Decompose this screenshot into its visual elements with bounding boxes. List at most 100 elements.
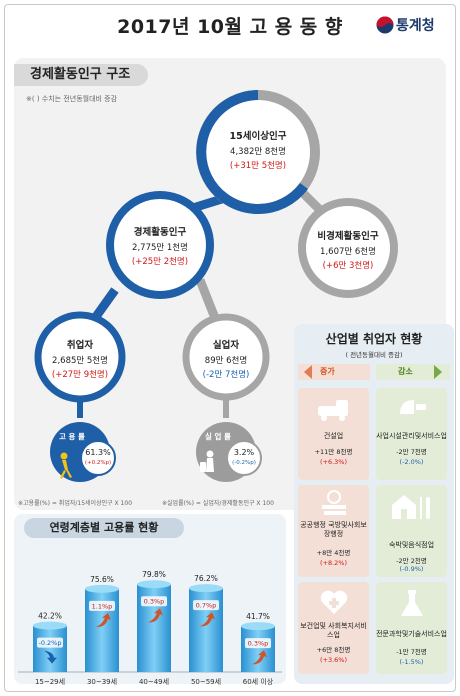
- connector-active-employed: [91, 287, 119, 321]
- change-badge: [89, 600, 115, 611]
- change-badge: [245, 638, 271, 649]
- industry-change: (+8.2%): [319, 559, 348, 567]
- inactive-change: (+6만 3천명): [322, 261, 374, 271]
- inactive-node: [298, 198, 398, 298]
- flask-icon: [401, 590, 423, 616]
- employed-value: 2,685만 5천명: [52, 356, 108, 366]
- bar-top: [241, 622, 275, 631]
- age-bar-chart: 42.2% 15~29세 -0.2%p 75.6% 30~39세 1.1%p 79.8% 40…: [18, 570, 282, 686]
- walking-worker-icon: [60, 452, 72, 479]
- structure-diagram: [34, 90, 398, 482]
- change-label: -0.2%p: [39, 639, 62, 647]
- change-label: 0.3%p: [248, 640, 269, 648]
- decrease-label: 감소: [398, 367, 413, 376]
- chart-title: 연령계층별 고용률 현황: [24, 518, 184, 538]
- industry-name: 전문과학및기술서비스업: [376, 630, 447, 638]
- industry-name: 보건업및 사회복지서비스업: [300, 622, 367, 639]
- increase-decrease-header: [298, 364, 450, 380]
- bar-value-label: 76.2%: [194, 574, 218, 583]
- unemployment-rate-formula: ※실업률(%) = 실업자/경제활동인구 X 100: [162, 500, 274, 507]
- active-value: 2,775만 1천명: [132, 243, 188, 253]
- documents-icon: [322, 490, 346, 515]
- trend-up-arrow-icon: [96, 612, 111, 627]
- bar-top: [85, 584, 119, 593]
- unemployment-rate-bubble: [226, 440, 262, 476]
- bar-value-label: 42.2%: [38, 612, 62, 621]
- change-label: 1.1%p: [92, 602, 113, 610]
- cleaning-icon: [400, 400, 426, 414]
- unemployed-title: 실업자: [212, 340, 240, 351]
- industry-name: 숙박및음식점업: [388, 541, 435, 549]
- bar-value-label: 79.8%: [142, 570, 166, 579]
- industry-change: (-0.9%): [399, 565, 424, 573]
- construction-icon: [318, 400, 348, 421]
- industry-cell-accommodation: 숙박및음식점업 -2만 2천명 (-0.9%): [376, 485, 447, 577]
- industry-value: +6만 8천명: [316, 646, 351, 654]
- house-cutlery-icon: [392, 495, 430, 519]
- trend-down-arrow-icon: [44, 650, 57, 664]
- bar-value-label: 41.7%: [246, 612, 270, 621]
- industry-cell-facility: 사업시설관리및서비스업 -2만 7천명 (-2.0%): [376, 388, 447, 480]
- bar-top: [189, 584, 223, 593]
- change-badge: [193, 600, 219, 611]
- unemployment-rate-change: (-0.2%p): [232, 460, 256, 466]
- active-title: 경제활동인구: [133, 227, 187, 238]
- industry-change: (-1.5%): [399, 658, 424, 666]
- employed-node: [34, 311, 126, 403]
- inactive-title: 비경제활동인구: [317, 231, 379, 242]
- active-node: [106, 191, 214, 299]
- employment-rate-formula: ※고용률(%) = 취업자/15세이상인구 X 100: [18, 500, 133, 507]
- industry-name: 사업시설관리및서비스업: [376, 432, 447, 440]
- industry-value: +8만 4천명: [316, 549, 351, 557]
- inactive-value: 1,607만 6천명: [320, 247, 376, 257]
- unemployed-change: (-2만 7천명): [202, 370, 250, 380]
- industry-cell-public-admin: 공공행정 국방및사회보장행정 +8만 4천명 (+8.2%): [298, 485, 369, 577]
- inactive-node-text: 비경제활동인구 1,607만 6천명 (+6만 3천명): [298, 228, 398, 271]
- page-title: 2017년 10월 고 용 동 향: [117, 16, 343, 38]
- industry-cell-health: 보건업및 사회복지서비스업 +6만 8천명 (+3.6%): [298, 582, 369, 674]
- employment-rate-value: 61.3%: [85, 448, 111, 457]
- category-label: 60세 이상: [243, 677, 274, 686]
- unemployed-value: 89만 6천명: [204, 356, 248, 366]
- employed-change: (+27만 9천명): [51, 370, 109, 380]
- bar: [33, 625, 67, 672]
- trend-up-arrow-icon: [148, 608, 163, 623]
- industry-value: -2만 2천명: [396, 557, 427, 565]
- bar-top: [137, 580, 171, 589]
- industry-value: -1만 7천명: [396, 648, 427, 656]
- trend-up-arrow-icon: [252, 650, 267, 665]
- industry-change: (+3.6%): [319, 656, 348, 664]
- statistics-korea-logo-icon: [376, 16, 394, 34]
- health-icon: [320, 590, 348, 614]
- structure-banner: 경제활동인구 구조: [14, 64, 149, 86]
- employment-rate-label: 고 용 률: [59, 432, 85, 441]
- bar-top: [33, 621, 67, 630]
- employment-rate-bubble: [80, 440, 116, 476]
- increase-arrow-icon: [304, 365, 312, 379]
- industry-cell-construction: 건설업 +11만 8천명 (+6.3%): [298, 388, 369, 480]
- increase-header-bg: [298, 364, 370, 380]
- employed-node-text: 취업자 2,685만 5천명 (+27만 9천명): [34, 337, 126, 380]
- active-node-text: 경제활동인구 2,775만 1천명 (+25만 2천명): [105, 224, 215, 267]
- decrease-arrow-icon: [434, 365, 442, 379]
- change-label: 0.3%p: [144, 598, 165, 606]
- industry-cell-science: 전문과학및기술서비스업 -1만 7천명 (-1.5%): [376, 582, 447, 674]
- change-label: 0.7%p: [196, 602, 217, 610]
- trend-up-arrow-icon: [200, 612, 215, 627]
- change-badge: [141, 596, 167, 607]
- category-label: 30~39세: [87, 677, 117, 686]
- pop15-title: 15세이상인구: [229, 131, 287, 142]
- category-label: 40~49세: [139, 677, 169, 686]
- logo-text: 통계청: [396, 18, 435, 34]
- pop15-node-bg: [198, 92, 318, 212]
- industry-subtitle: ( 전년동월대비 증감): [345, 351, 403, 359]
- decrease-header-bg: [376, 364, 450, 380]
- category-label: 15~29세: [35, 677, 65, 686]
- unemployed-node: [182, 313, 270, 401]
- industry-change: (+6.3%): [319, 458, 348, 466]
- increase-label: 증가: [320, 367, 335, 376]
- change-badge: [37, 637, 63, 648]
- unemployment-rate-value: 3.2%: [233, 448, 255, 457]
- unemployment-rate-label: 실 업 률: [205, 432, 231, 441]
- industry-value: -2만 7천명: [396, 448, 427, 456]
